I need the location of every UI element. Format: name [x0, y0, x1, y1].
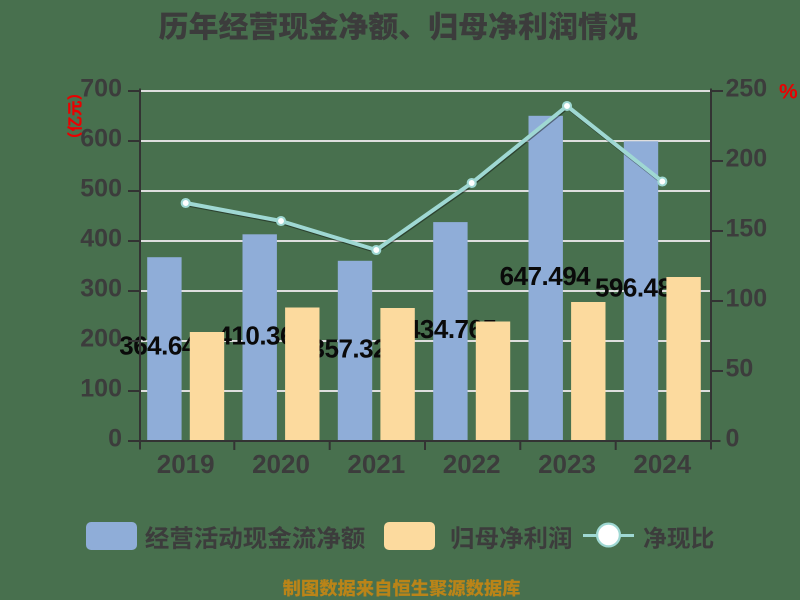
svg-text:647.494: 647.494	[500, 261, 592, 291]
svg-text:100: 100	[726, 285, 768, 313]
svg-text:2021: 2021	[347, 449, 405, 479]
svg-text:%: %	[779, 80, 798, 103]
svg-text:0: 0	[108, 425, 122, 453]
svg-text:2024: 2024	[633, 449, 691, 479]
svg-text:150: 150	[726, 215, 768, 243]
svg-text:200: 200	[80, 325, 122, 353]
svg-text:200: 200	[726, 145, 768, 173]
svg-text:2020: 2020	[252, 449, 310, 479]
svg-text:400: 400	[80, 225, 122, 253]
svg-text:2022: 2022	[443, 449, 501, 479]
svg-text:700: 700	[80, 75, 122, 103]
svg-text:300: 300	[80, 275, 122, 303]
svg-text:50: 50	[726, 355, 754, 383]
svg-text:2019: 2019	[157, 449, 215, 479]
svg-text:600: 600	[80, 125, 122, 153]
svg-text:100: 100	[80, 375, 122, 403]
svg-text:250: 250	[726, 75, 768, 103]
svg-text:2023: 2023	[538, 449, 596, 479]
svg-text:500: 500	[80, 175, 122, 203]
svg-text:0: 0	[726, 425, 740, 453]
